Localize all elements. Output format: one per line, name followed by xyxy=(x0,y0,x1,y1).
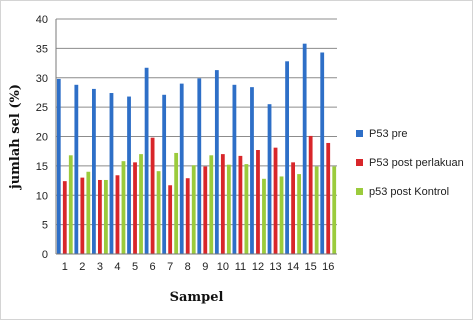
bar-2-2 xyxy=(80,177,85,254)
y-tick-label: 40 xyxy=(36,14,48,26)
bar-3-6 xyxy=(156,171,161,254)
bar-1-11 xyxy=(232,84,237,254)
y-tick-label: 5 xyxy=(42,220,48,232)
bar-2-11 xyxy=(238,155,243,254)
bar-2-10 xyxy=(220,154,225,254)
bar-1-12 xyxy=(250,87,254,255)
bar-3-15 xyxy=(314,166,319,254)
bar-2-12 xyxy=(256,150,260,254)
bar-2-3 xyxy=(98,179,102,254)
legend-swatch xyxy=(356,159,363,166)
x-tick-labels: 1 2 3 4 5 6 7 8 9 10 11 12 13 14 15 16 xyxy=(62,261,335,273)
legend-label: P53 post perlakuan xyxy=(369,157,464,169)
x-tick-label: 11 xyxy=(235,261,246,273)
bar-3-2 xyxy=(86,171,91,254)
bar-1-1 xyxy=(56,78,61,254)
bar-1-8 xyxy=(179,83,184,254)
x-tick-label: 8 xyxy=(185,261,191,273)
x-tick-label: 14 xyxy=(287,261,299,273)
x-tick-label: 4 xyxy=(114,261,120,273)
bar-3-3 xyxy=(104,179,108,254)
y-tick-labels: 0 5 10 15 20 25 30 35 40 xyxy=(36,14,48,261)
legend-swatch xyxy=(356,188,363,195)
x-tick-label: 5 xyxy=(132,261,138,273)
x-tick-label: 15 xyxy=(305,261,317,273)
bar-1-16 xyxy=(320,52,325,254)
bar-1-6 xyxy=(144,67,149,254)
bar-2-16 xyxy=(326,142,331,254)
y-tick-label: 10 xyxy=(36,190,48,202)
bars xyxy=(56,43,337,255)
bar-3-16 xyxy=(332,166,337,254)
bar-3-11 xyxy=(244,164,249,254)
axes xyxy=(55,19,337,255)
bar-2-14 xyxy=(291,162,295,254)
x-tick-label: 6 xyxy=(150,261,156,273)
legend-label: P53 pre xyxy=(369,128,408,140)
legend-label: p53 post Kontrol xyxy=(369,186,449,198)
bar-3-7 xyxy=(174,152,179,254)
bar-3-1 xyxy=(68,155,73,254)
y-tick-label: 30 xyxy=(36,73,48,85)
bar-1-14 xyxy=(285,61,289,254)
x-tick-label: 13 xyxy=(269,261,281,273)
bar-2-8 xyxy=(185,178,190,254)
x-tick-label: 10 xyxy=(217,261,229,273)
bar-1-10 xyxy=(214,70,219,254)
bar-2-5 xyxy=(133,162,137,254)
bar-3-4 xyxy=(121,161,126,254)
y-axis-label: jumlah sel (%) xyxy=(8,84,23,190)
bar-3-14 xyxy=(297,174,301,254)
bar-1-13 xyxy=(267,104,272,254)
bar-2-15 xyxy=(308,135,313,254)
x-tick-label: 16 xyxy=(322,261,334,273)
bar-1-15 xyxy=(302,43,307,254)
bar-2-7 xyxy=(168,185,173,254)
y-tick-label: 0 xyxy=(42,249,48,261)
y-tick-label: 20 xyxy=(36,132,48,144)
bar-1-5 xyxy=(127,96,131,254)
y-tick-label: 35 xyxy=(36,43,48,55)
y-tick-label: 25 xyxy=(36,102,48,114)
bar-2-6 xyxy=(150,137,155,254)
x-tick-label: 9 xyxy=(202,261,208,273)
legend-swatch xyxy=(356,130,363,137)
x-tick-label: 7 xyxy=(167,261,173,273)
x-tick-label: 1 xyxy=(62,261,68,273)
bar-2-13 xyxy=(273,147,278,254)
bar-2-4 xyxy=(115,175,120,254)
bar-2-9 xyxy=(203,166,208,254)
bar-3-5 xyxy=(139,154,143,254)
bar-1-7 xyxy=(162,94,167,254)
bar-3-12 xyxy=(262,178,266,254)
bar-1-4 xyxy=(109,93,114,255)
x-tick-label: 12 xyxy=(252,261,264,273)
x-tick-label: 3 xyxy=(97,261,103,273)
bar-1-3 xyxy=(92,88,96,254)
x-tick-label: 2 xyxy=(79,261,85,273)
y-tick-label: 15 xyxy=(36,161,48,173)
bar-1-9 xyxy=(197,78,202,255)
bar-3-13 xyxy=(279,176,284,254)
bar-3-10 xyxy=(226,164,231,254)
gridlines xyxy=(56,18,337,226)
x-axis-label: Sampel xyxy=(170,290,224,305)
bar-1-2 xyxy=(74,84,79,254)
bar-3-9 xyxy=(209,155,214,254)
legend: P53 pre P53 post perlakuan p53 post Kontro… xyxy=(356,128,464,198)
bar-3-8 xyxy=(191,165,196,254)
bar-2-1 xyxy=(62,181,67,254)
